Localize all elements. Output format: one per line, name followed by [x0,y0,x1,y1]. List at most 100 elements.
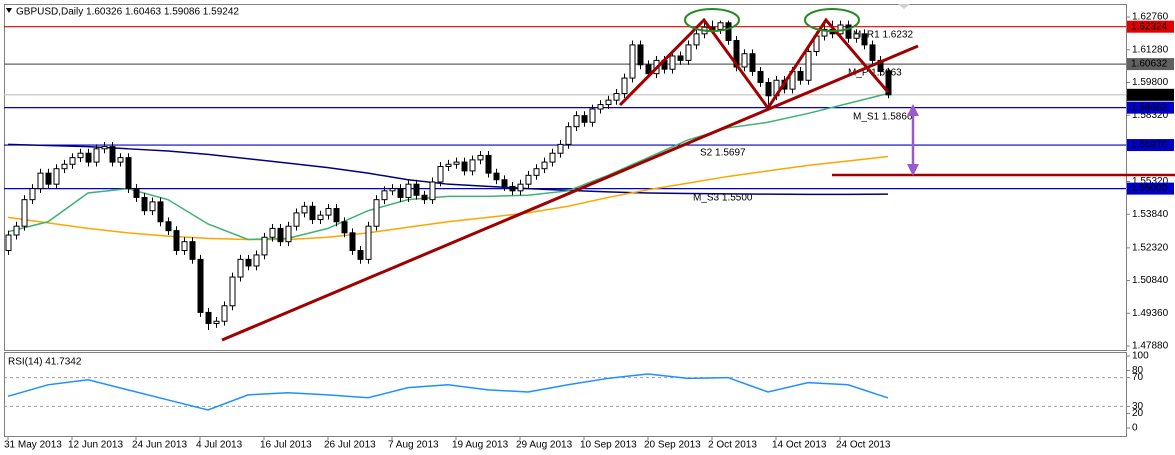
candle-body [693,33,700,46]
candle-body [101,146,108,150]
candle-body [421,194,428,201]
candle-body [45,172,52,185]
arrow-head [907,104,919,116]
candle-body [85,152,92,163]
candle-body [757,70,764,83]
candle-body [669,55,676,70]
candle-body [461,161,468,172]
x-tick-label: 24 Jun 2013 [132,440,187,451]
x-tick-label: 10 Sep 2013 [580,440,637,451]
candle-body [13,225,20,236]
rsi-title: RSI(14) 41.7342 [8,357,82,368]
candle-body [381,190,388,201]
candle-body [109,146,116,163]
candle-body [285,225,292,243]
candle-body [533,168,540,176]
y-tick-label: 20 [1132,408,1144,419]
candle-body [605,99,612,106]
y-tick-label: 1.58320 [1132,110,1169,121]
y-tick-label: 1.53840 [1132,209,1169,220]
candle-body [157,201,164,223]
candle-body [389,188,396,192]
y-tick-label: 1.50840 [1132,275,1169,286]
candle-body [245,258,252,267]
candle-body [501,179,508,187]
scroll-icon [898,4,910,9]
pivot-label: M_S1 1.5866 [853,112,913,123]
candle-body [645,64,652,75]
pattern-line [618,17,890,111]
y-tick-label: 0 [1132,423,1138,434]
y-tick-label: 1.62760 [1132,12,1169,23]
menu-icon [6,8,12,13]
candle-body [477,154,484,161]
candle-body [277,227,284,243]
y-tick-label: 80 [1132,365,1144,376]
candle-body [341,221,348,234]
candle-body [485,154,492,174]
candle-body [309,205,316,221]
candle-body [797,70,804,81]
y-tick-label: 1.49360 [1132,308,1169,319]
y-tick-label: 70 [1132,372,1144,383]
candle-body [373,199,380,227]
candle-body [69,157,76,165]
x-tick-label: 4 Jul 2013 [196,440,243,451]
price-label-box [1127,101,1174,114]
candle-body [493,172,500,181]
candle-body [181,241,188,252]
candle-body [133,188,140,198]
y-tick-label: 1.55320 [1132,176,1169,187]
price-label: 1.58662 [1131,102,1168,113]
x-tick-label: 29 Aug 2013 [516,440,573,451]
indicator-line [7,143,889,196]
y-tick-label: 1.61280 [1132,44,1169,55]
pivot-label: M_R1 1.6232 [853,30,913,41]
candle-body [357,250,364,260]
candle-body [677,55,684,61]
x-tick-label: 20 Sep 2013 [644,440,701,451]
pivot-label: M_P 1.6063 [848,68,902,79]
candle-body [117,157,124,163]
candle-body [469,159,476,172]
candle-body [437,165,444,183]
price-label-box [1127,20,1174,33]
candle-body [397,188,404,198]
candle-body [805,51,812,81]
candle-body [141,196,148,212]
rsi-panel [4,352,1127,437]
candle-body [269,227,276,238]
candle-body [77,152,84,159]
candle-body [573,115,580,128]
x-tick-label: 16 Jul 2013 [260,440,312,451]
candle-body [237,258,244,278]
candle-body [637,44,644,66]
candle-body [125,157,132,190]
head-marker [804,8,860,32]
candle-body [173,230,180,252]
candle-body [325,208,332,216]
candle-body [29,188,36,201]
candle-body [861,33,868,46]
candle-body [517,183,524,192]
candle-body [293,212,300,227]
candle-body [629,44,636,79]
candle-body [749,53,756,72]
y-tick-label: 100 [1132,351,1149,362]
candle-body [53,168,60,185]
level-layer: M_R1 1.6232 M_P 1.6063 M_S1 1.5866 S2 1.569… [4,26,1126,407]
candle-body [613,93,620,101]
candle-body [37,172,44,190]
candle-body [685,44,692,61]
y-tick-label: 1.59800 [1132,77,1169,88]
candle-body [741,53,748,68]
price-panel [4,4,1127,351]
candle-body [549,152,556,163]
candle-body [589,108,596,123]
candle-body [5,234,12,252]
y-tick-label: 1.47880 [1132,341,1169,352]
candle-body [365,225,372,260]
candle-body [301,205,308,214]
candle-body [61,163,68,170]
candle-body [445,163,452,167]
